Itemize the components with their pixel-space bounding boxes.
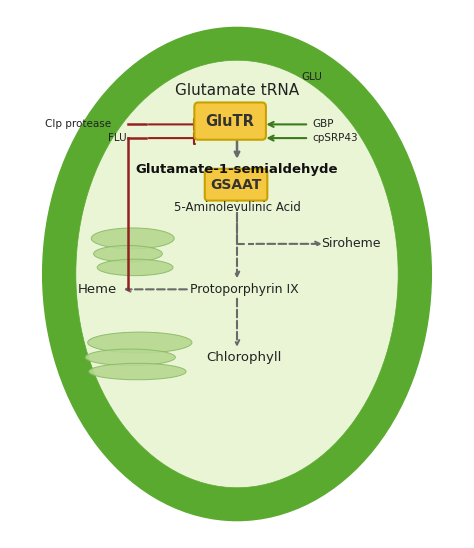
- Text: Glutamate tRNA: Glutamate tRNA: [175, 83, 299, 98]
- Ellipse shape: [94, 246, 162, 262]
- Ellipse shape: [89, 363, 186, 380]
- Text: Glutamate-1-semialdehyde: Glutamate-1-semialdehyde: [136, 163, 338, 176]
- Text: 5-Aminolevulinic Acid: 5-Aminolevulinic Acid: [173, 201, 301, 214]
- Text: GBP: GBP: [313, 119, 334, 129]
- FancyBboxPatch shape: [205, 169, 267, 201]
- Text: Heme: Heme: [78, 283, 117, 296]
- Text: GluTR: GluTR: [206, 113, 255, 129]
- Ellipse shape: [43, 27, 431, 521]
- Ellipse shape: [97, 259, 173, 276]
- Text: FLU: FLU: [109, 133, 127, 143]
- Ellipse shape: [88, 332, 192, 353]
- Text: Siroheme: Siroheme: [321, 237, 381, 250]
- Text: Clp protease: Clp protease: [45, 119, 111, 129]
- Ellipse shape: [85, 349, 175, 366]
- Text: GSAAT: GSAAT: [210, 178, 262, 192]
- Text: Protoporphyrin IX: Protoporphyrin IX: [190, 283, 299, 296]
- Text: cpSRP43: cpSRP43: [313, 133, 358, 143]
- FancyBboxPatch shape: [194, 102, 266, 140]
- Text: Chlorophyll: Chlorophyll: [206, 351, 282, 364]
- Ellipse shape: [91, 228, 174, 249]
- Ellipse shape: [76, 60, 398, 488]
- Text: GLU: GLU: [301, 72, 322, 82]
